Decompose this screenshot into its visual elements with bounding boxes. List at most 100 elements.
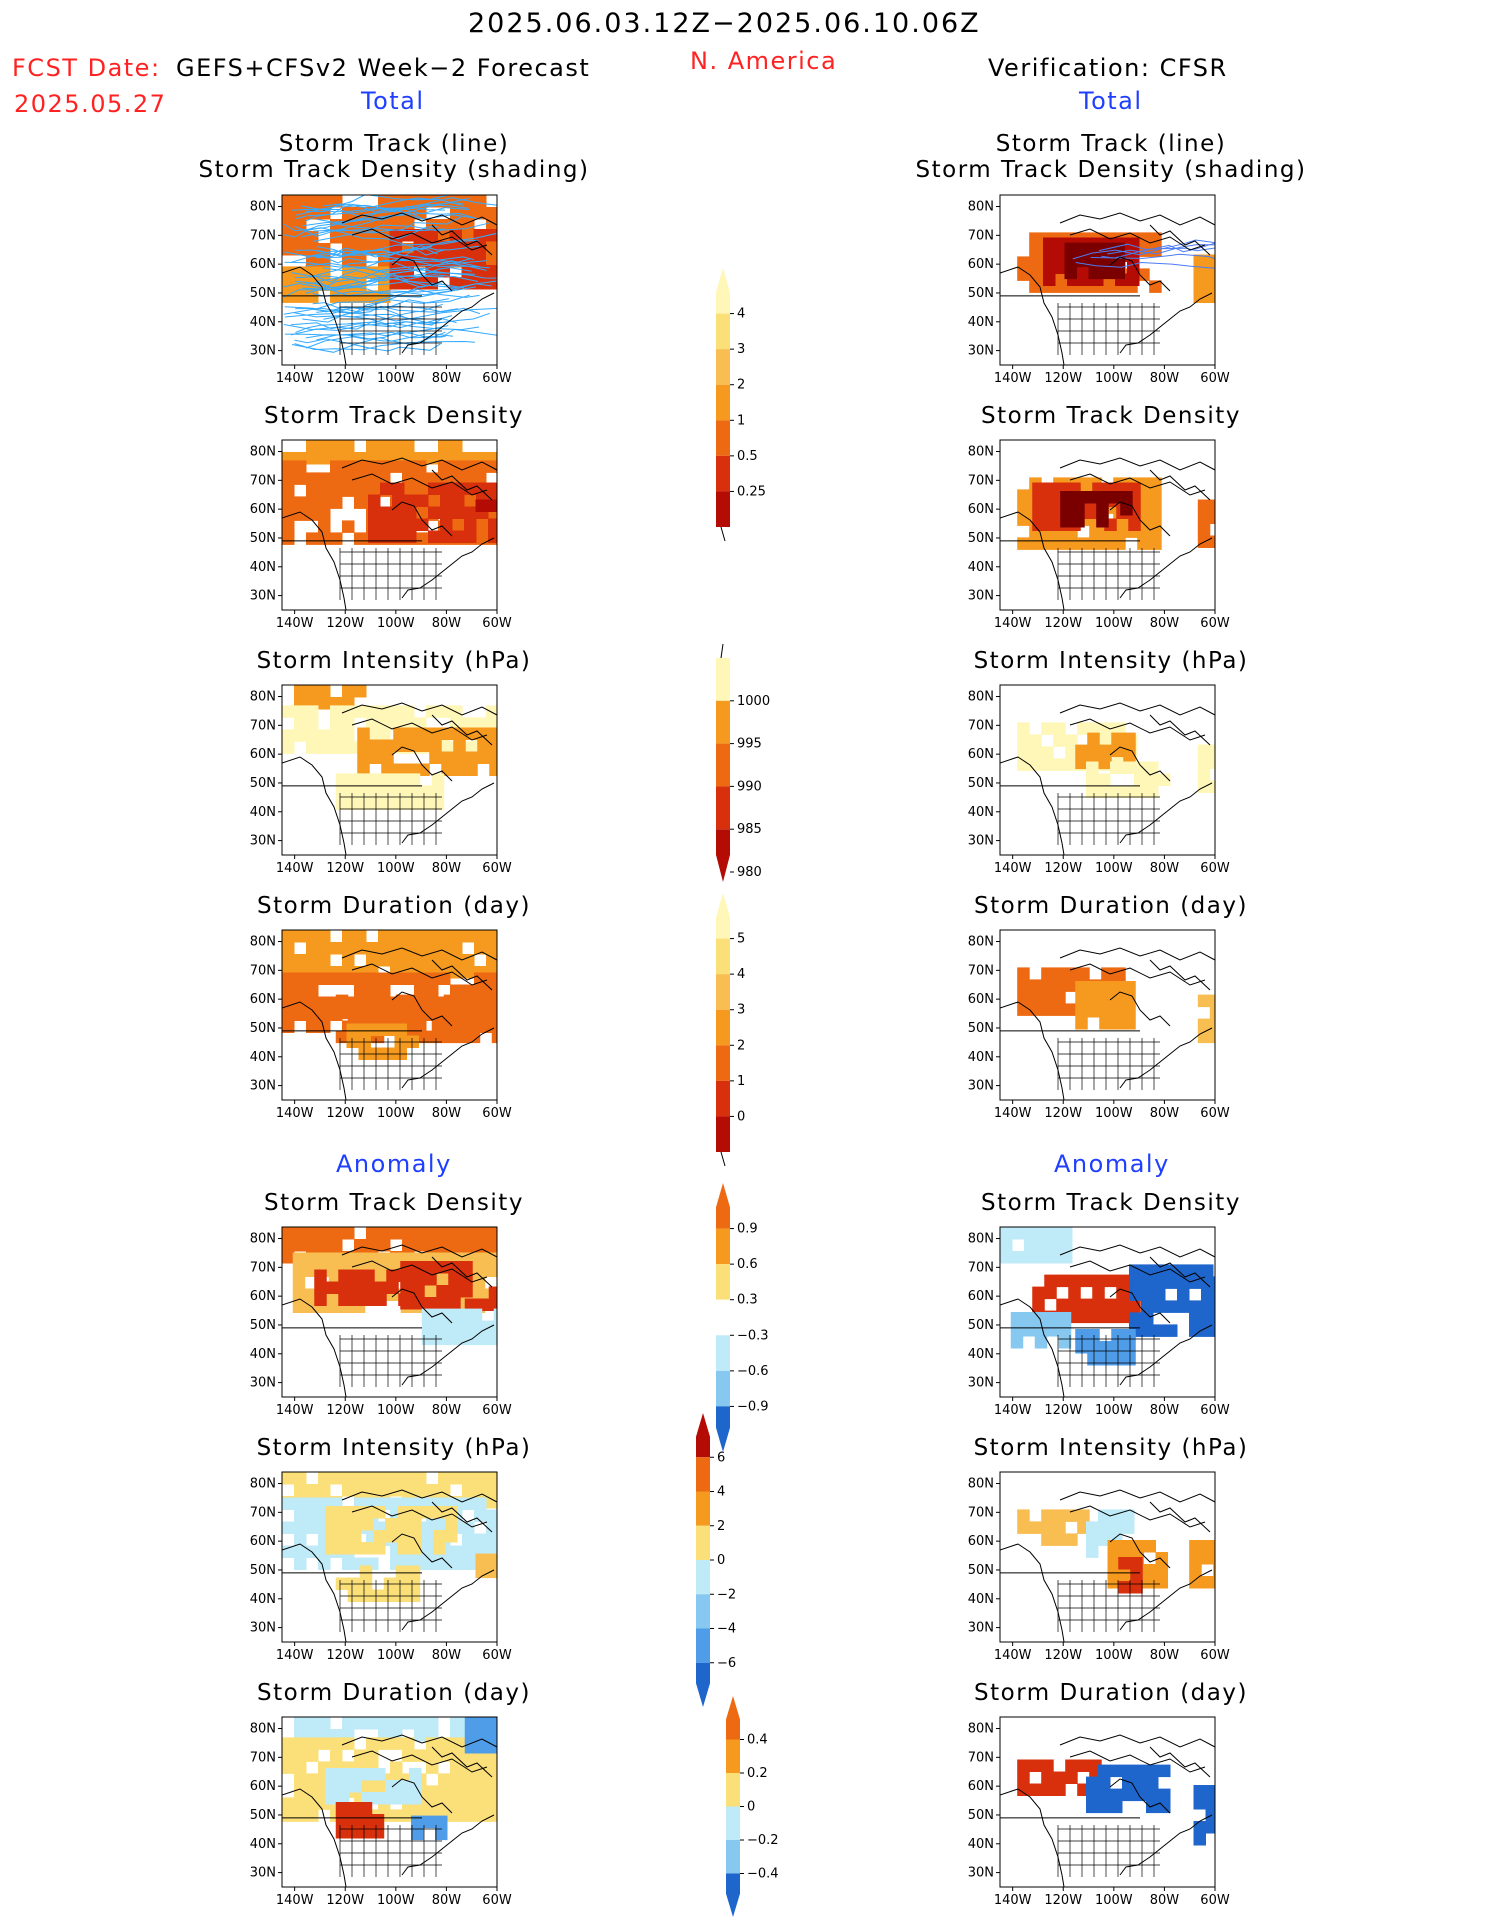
colorbar-tick-label: 0 (737, 1109, 745, 1124)
lat-tick-label: 60N (250, 502, 276, 517)
lat-tick-label: 60N (250, 992, 276, 1007)
lon-tick-label: 100W (377, 1106, 415, 1121)
lat-tick-label: 40N (968, 315, 994, 330)
colorbar-tick-label: 0.9 (737, 1222, 758, 1237)
lon-tick-label: 140W (994, 1403, 1032, 1418)
lon-tick-label: 140W (994, 616, 1032, 631)
colorbar-tick-label: 0 (747, 1800, 755, 1815)
colorbar-tick-label: −0.3 (737, 1328, 769, 1343)
lon-tick-label: 80W (432, 1648, 462, 1663)
lat-tick-label: 50N (968, 286, 994, 301)
lat-tick-label: 50N (250, 531, 276, 546)
lat-tick-label: 30N (250, 1621, 276, 1636)
lon-tick-label: 140W (994, 1893, 1032, 1908)
left-anom-density-title: Storm Track Density (264, 1190, 524, 1216)
right-track-shading-title: Storm Track Density (shading) (915, 157, 1307, 183)
left-duration-title: Storm Duration (day) (257, 893, 531, 919)
lat-tick-label: 40N (968, 1050, 994, 1065)
lat-tick-label: 30N (250, 1866, 276, 1881)
lon-tick-label: 100W (377, 616, 415, 631)
colorbar-tick-label: 3 (737, 1003, 745, 1018)
colorbar-tick-label: 980 (737, 865, 762, 880)
lat-tick-label: 70N (250, 228, 276, 243)
colorbar-anom-density: 0.9 0.6 0.3 −0.3 −0.6 −0.9 (716, 1183, 769, 1452)
colorbar-total-density: 4 3 2 1 0.5 0.25 (716, 268, 766, 542)
lat-tick-label: 30N (968, 834, 994, 849)
colorbar-tick-label: 985 (737, 822, 762, 837)
lon-tick-label: 120W (326, 861, 364, 876)
lon-tick-label: 140W (276, 616, 314, 631)
lon-tick-label: 140W (994, 861, 1032, 876)
lat-tick-label: 30N (968, 1621, 994, 1636)
lat-tick-label: 30N (968, 589, 994, 604)
lon-tick-label: 100W (377, 1893, 415, 1908)
lon-tick-label: 80W (1150, 1648, 1180, 1663)
lat-tick-label: 80N (968, 1232, 994, 1247)
colorbar-tick-label: 0.6 (737, 1257, 758, 1272)
right-duration-title: Storm Duration (day) (974, 893, 1248, 919)
lat-tick-label: 60N (968, 992, 994, 1007)
colorbar-tick-label: −6 (717, 1656, 736, 1671)
colorbar-tick-label: 0.2 (747, 1766, 768, 1781)
lat-tick-label: 80N (250, 690, 276, 705)
lon-tick-label: 100W (377, 1403, 415, 1418)
map-obs-density: 80N 70N 60N 50N 40N 30N 140W 120W 100W 80W 60W (954, 439, 1230, 638)
colorbar-tick-label: 4 (737, 967, 745, 982)
colorbar-tick-label: −0.6 (737, 1364, 769, 1379)
colorbar-tick-label: −2 (717, 1587, 736, 1602)
lon-tick-label: 140W (276, 1403, 314, 1418)
right-intensity-title: Storm Intensity (hPa) (973, 648, 1249, 674)
lat-tick-label: 60N (968, 257, 994, 272)
lat-tick-label: 40N (250, 1592, 276, 1607)
lat-tick-label: 70N (250, 1260, 276, 1275)
lon-tick-label: 100W (1095, 1106, 1133, 1121)
colorbar-tick-label: −0.9 (737, 1399, 769, 1414)
lat-tick-label: 30N (968, 1866, 994, 1881)
lat-tick-label: 50N (250, 1563, 276, 1578)
colorbar-total-duration: 5 4 3 2 1 0 (716, 893, 745, 1167)
lat-tick-label: 30N (250, 1079, 276, 1094)
lat-tick-label: 50N (968, 1563, 994, 1578)
lon-tick-label: 60W (482, 616, 512, 631)
left-anom-intensity-title: Storm Intensity (hPa) (256, 1435, 532, 1461)
lat-tick-label: 50N (250, 776, 276, 791)
lat-tick-label: 50N (968, 531, 994, 546)
colorbar-tick-label: 0.25 (737, 484, 766, 499)
lon-tick-label: 80W (432, 861, 462, 876)
lat-tick-label: 70N (968, 963, 994, 978)
map-fcst-density: 80N 70N 60N 50N 40N 30N 140W 120W 100W 80W 60W (236, 439, 512, 638)
lon-tick-label: 100W (1095, 1893, 1133, 1908)
lat-tick-label: 80N (250, 445, 276, 460)
colorbar-tick-label: −4 (717, 1622, 736, 1637)
lon-tick-label: 140W (276, 1106, 314, 1121)
map-fcst-track-density: 80N 70N 60N 50N 40N 30N 140W 120W 100W 80W 60W (236, 194, 512, 393)
lat-tick-label: 80N (250, 200, 276, 215)
map-obs-anom-density: 80N 70N 60N 50N 40N 30N 140W 120W 100W 80W 60W (954, 1226, 1230, 1425)
right-total-section-label: Total (1079, 87, 1143, 115)
lon-tick-label: 120W (326, 1648, 364, 1663)
lat-tick-label: 60N (968, 502, 994, 517)
lat-tick-label: 40N (968, 560, 994, 575)
period-title: 2025.06.03.12Z−2025.06.10.06Z (468, 8, 981, 39)
lon-tick-label: 80W (1150, 1893, 1180, 1908)
lon-tick-label: 100W (377, 371, 415, 386)
lat-tick-label: 30N (250, 1376, 276, 1391)
left-anomaly-section-label: Anomaly (336, 1150, 452, 1178)
lat-tick-label: 50N (250, 1021, 276, 1036)
colorbar-anom-duration: 0.4 0.2 0 −0.2 −0.4 (726, 1696, 779, 1917)
colorbar-tick-label: 0 (717, 1553, 725, 1568)
colorbar-total-intensity: 1000 995 990 985 980 (716, 643, 770, 882)
lon-tick-label: 140W (994, 371, 1032, 386)
lat-tick-label: 30N (968, 1079, 994, 1094)
left-track-line-title: Storm Track (line) (278, 131, 510, 157)
lon-tick-label: 80W (432, 1403, 462, 1418)
lat-tick-label: 80N (968, 445, 994, 460)
right-anomaly-section-label: Anomaly (1054, 1150, 1170, 1178)
lon-tick-label: 120W (1044, 861, 1082, 876)
lon-tick-label: 60W (1200, 1403, 1230, 1418)
lat-tick-label: 60N (250, 1534, 276, 1549)
lat-tick-label: 60N (250, 1779, 276, 1794)
lon-tick-label: 60W (1200, 1106, 1230, 1121)
lat-tick-label: 40N (250, 315, 276, 330)
lon-tick-label: 60W (1200, 861, 1230, 876)
